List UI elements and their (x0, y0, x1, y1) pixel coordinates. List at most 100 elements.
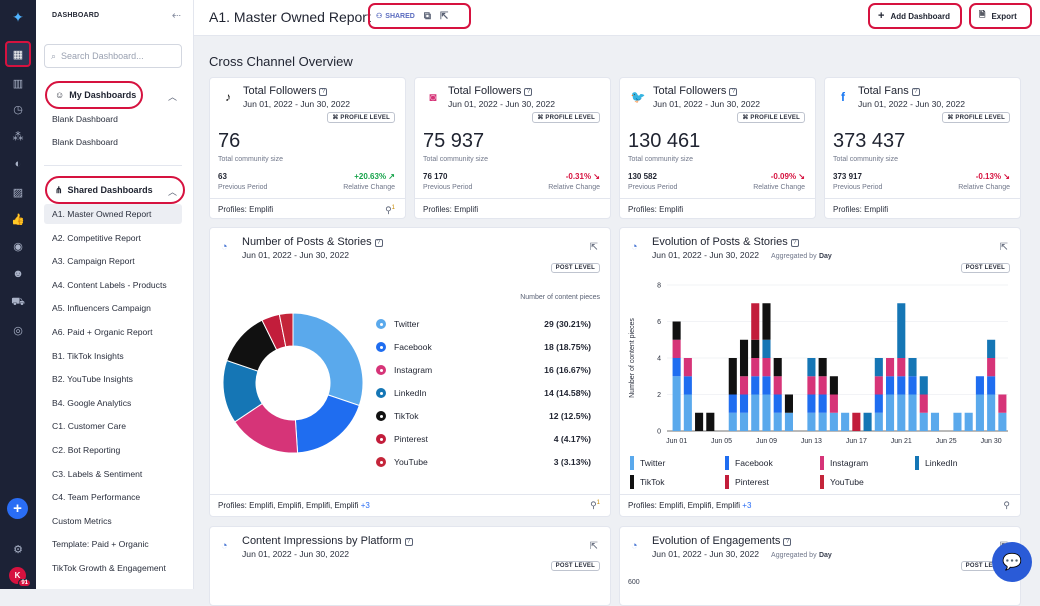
publisher-nav-icon[interactable]: ◷ (13, 103, 23, 116)
bar-segment-instagram[interactable] (998, 394, 1007, 413)
export-button[interactable]: 🗎 Export (969, 3, 1032, 29)
bot-nav-icon[interactable]: ☻ (12, 268, 24, 280)
dashboard-nav-icon[interactable]: ▦ (5, 41, 31, 67)
bar-segment-facebook[interactable] (908, 376, 917, 395)
community-nav-icon[interactable]: ⁂ (12, 130, 24, 143)
help-icon[interactable]: ? (783, 538, 792, 546)
help-icon[interactable]: ? (911, 88, 920, 96)
bar-segment-instagram[interactable] (829, 394, 838, 413)
sidebar-item-shared-dashboard[interactable]: B2. YouTube Insights (52, 374, 133, 385)
bar-segment-instagram[interactable] (987, 358, 996, 377)
legend-item-twitter[interactable]: Twitter 29 (30.21%) (376, 317, 591, 331)
bar-segment-facebook[interactable] (672, 358, 681, 377)
filter-icon[interactable]: ⚲1 (590, 500, 600, 510)
bar-segment-facebook[interactable] (773, 394, 782, 413)
open-external-icon[interactable]: ⇱ (439, 10, 449, 22)
sidebar-item-shared-dashboard[interactable]: A2. Competitive Report (52, 232, 141, 243)
sidebar-item-shared-dashboard[interactable]: A1. Master Owned Report (44, 204, 182, 224)
analytics-nav-icon[interactable]: ▥ (12, 77, 24, 90)
legend-item-youtube[interactable]: YouTube (820, 475, 864, 489)
settings-gear-icon[interactable]: ⚙ (13, 543, 23, 556)
bar-segment-instagram[interactable] (739, 376, 749, 395)
filter-icon[interactable]: ⚲1 (385, 205, 395, 215)
care-nav-icon[interactable]: ◉ (13, 240, 23, 253)
bar-segment-twitter[interactable] (683, 394, 692, 432)
help-icon[interactable]: ? (374, 239, 383, 247)
help-icon[interactable]: ? (319, 88, 328, 96)
sidebar-item-shared-dashboard[interactable]: A4. Content Labels - Products (52, 279, 167, 290)
filter-icon[interactable]: ⚲ (1003, 500, 1010, 510)
legend-item-facebook[interactable]: Facebook (725, 456, 773, 470)
listening-nav-icon[interactable]: ◐ (14, 158, 22, 170)
bar-segment-facebook[interactable] (897, 376, 906, 395)
chat-support-button[interactable]: 💬 (992, 542, 1032, 582)
legend-item-facebook[interactable]: Facebook 18 (18.75%) (376, 340, 591, 354)
legend-item-instagram[interactable]: Instagram 16 (16.67%) (376, 363, 591, 377)
sidebar-item-shared-dashboard[interactable]: C2. Bot Reporting (52, 445, 121, 455)
help-icon[interactable]: ? (404, 538, 413, 546)
bar-segment-twitter[interactable] (908, 394, 917, 432)
commerce-nav-icon[interactable]: ⛟ (11, 296, 25, 308)
sidebar-item-shared-dashboard[interactable]: B4. Google Analytics (52, 397, 132, 408)
bar-segment-twitter[interactable] (672, 376, 681, 431)
bar-segment-facebook[interactable] (975, 376, 984, 395)
bar-segment-linkedin[interactable] (762, 339, 771, 358)
legend-item-linkedin[interactable]: LinkedIn (915, 456, 958, 470)
bar-segment-twitter[interactable] (807, 412, 816, 431)
legend-item-youtube[interactable]: YouTube 3 (3.13%) (376, 455, 591, 469)
bar-segment-pinterest[interactable] (852, 412, 861, 431)
bar-segment-tiktok[interactable] (762, 303, 771, 340)
sidebar-item-shared-dashboard[interactable]: Template: Paid + Organic (52, 539, 149, 550)
bar-segment-tiktok[interactable] (829, 376, 838, 395)
reviews-nav-icon[interactable]: ◎ (13, 324, 23, 337)
sidebar-item-shared-dashboard[interactable]: TikTok Growth & Engagement (52, 563, 166, 573)
bar-segment-twitter[interactable] (897, 394, 906, 432)
bar-segment-twitter[interactable] (784, 412, 793, 431)
bar-segment-twitter[interactable] (886, 394, 895, 432)
shared-dashboards-group[interactable]: ⋔ Shared Dashboards (45, 176, 185, 204)
more-profiles-link[interactable]: +3 (360, 501, 370, 510)
bar-segment-tiktok[interactable] (773, 358, 782, 377)
bar-segment-tiktok[interactable] (739, 339, 749, 377)
bar-segment-twitter[interactable] (964, 412, 973, 431)
bar-segment-twitter[interactable] (762, 394, 771, 432)
bar-segment-linkedin[interactable] (874, 358, 883, 377)
bar-segment-twitter[interactable] (739, 412, 749, 431)
help-icon[interactable]: ? (790, 239, 799, 247)
sidebar-item-shared-dashboard[interactable]: A6. Paid + Organic Report (52, 327, 153, 337)
legend-item-tiktok[interactable]: TikTok (630, 475, 665, 489)
bar-segment-facebook[interactable] (739, 394, 749, 413)
content-nav-icon[interactable]: ▨ (12, 186, 24, 199)
bar-segment-pinterest[interactable] (751, 303, 760, 340)
more-profiles-link[interactable]: +3 (742, 501, 752, 510)
bar-segment-facebook[interactable] (874, 394, 883, 413)
export-widget-icon[interactable]: ⇱ (999, 242, 1008, 253)
legend-item-tiktok[interactable]: TikTok 12 (12.5%) (376, 409, 591, 423)
sidebar-item-shared-dashboard[interactable]: B1. TikTok Insights (52, 350, 124, 361)
sidebar-item-shared-dashboard[interactable]: C1. Customer Care (52, 421, 127, 432)
sidebar-item-shared-dashboard[interactable]: C3. Labels & Sentiment (52, 468, 143, 479)
bar-segment-facebook[interactable] (762, 376, 771, 395)
bar-segment-twitter[interactable] (998, 412, 1007, 431)
help-icon[interactable]: ? (729, 88, 738, 96)
legend-item-twitter[interactable]: Twitter (630, 456, 665, 470)
bar-segment-instagram[interactable] (751, 358, 760, 377)
bar-segment-tiktok[interactable] (706, 412, 715, 431)
bar-segment-twitter[interactable] (987, 394, 996, 432)
sidebar-item-shared-dashboard[interactable]: Custom Metrics (52, 515, 112, 526)
bar-segment-linkedin[interactable] (987, 339, 996, 358)
bar-segment-tiktok[interactable] (818, 358, 827, 377)
pie-slice-facebook[interactable] (294, 394, 360, 454)
bar-segment-facebook[interactable] (987, 376, 996, 395)
bar-segment-tiktok[interactable] (784, 394, 793, 413)
bar-segment-instagram[interactable] (807, 376, 816, 395)
bar-segment-tiktok[interactable] (695, 412, 704, 431)
bar-segment-tiktok[interactable] (751, 339, 760, 358)
legend-item-linkedin[interactable]: LinkedIn 14 (14.58%) (376, 386, 591, 400)
bar-segment-linkedin[interactable] (807, 358, 816, 377)
sidebar-item-my-dashboard[interactable]: Blank Dashboard (52, 137, 118, 147)
bar-segment-twitter[interactable] (841, 412, 850, 431)
bar-segment-twitter[interactable] (773, 412, 782, 431)
bar-segment-facebook[interactable] (683, 376, 692, 395)
copy-icon[interactable]: ⧉ (423, 10, 431, 22)
